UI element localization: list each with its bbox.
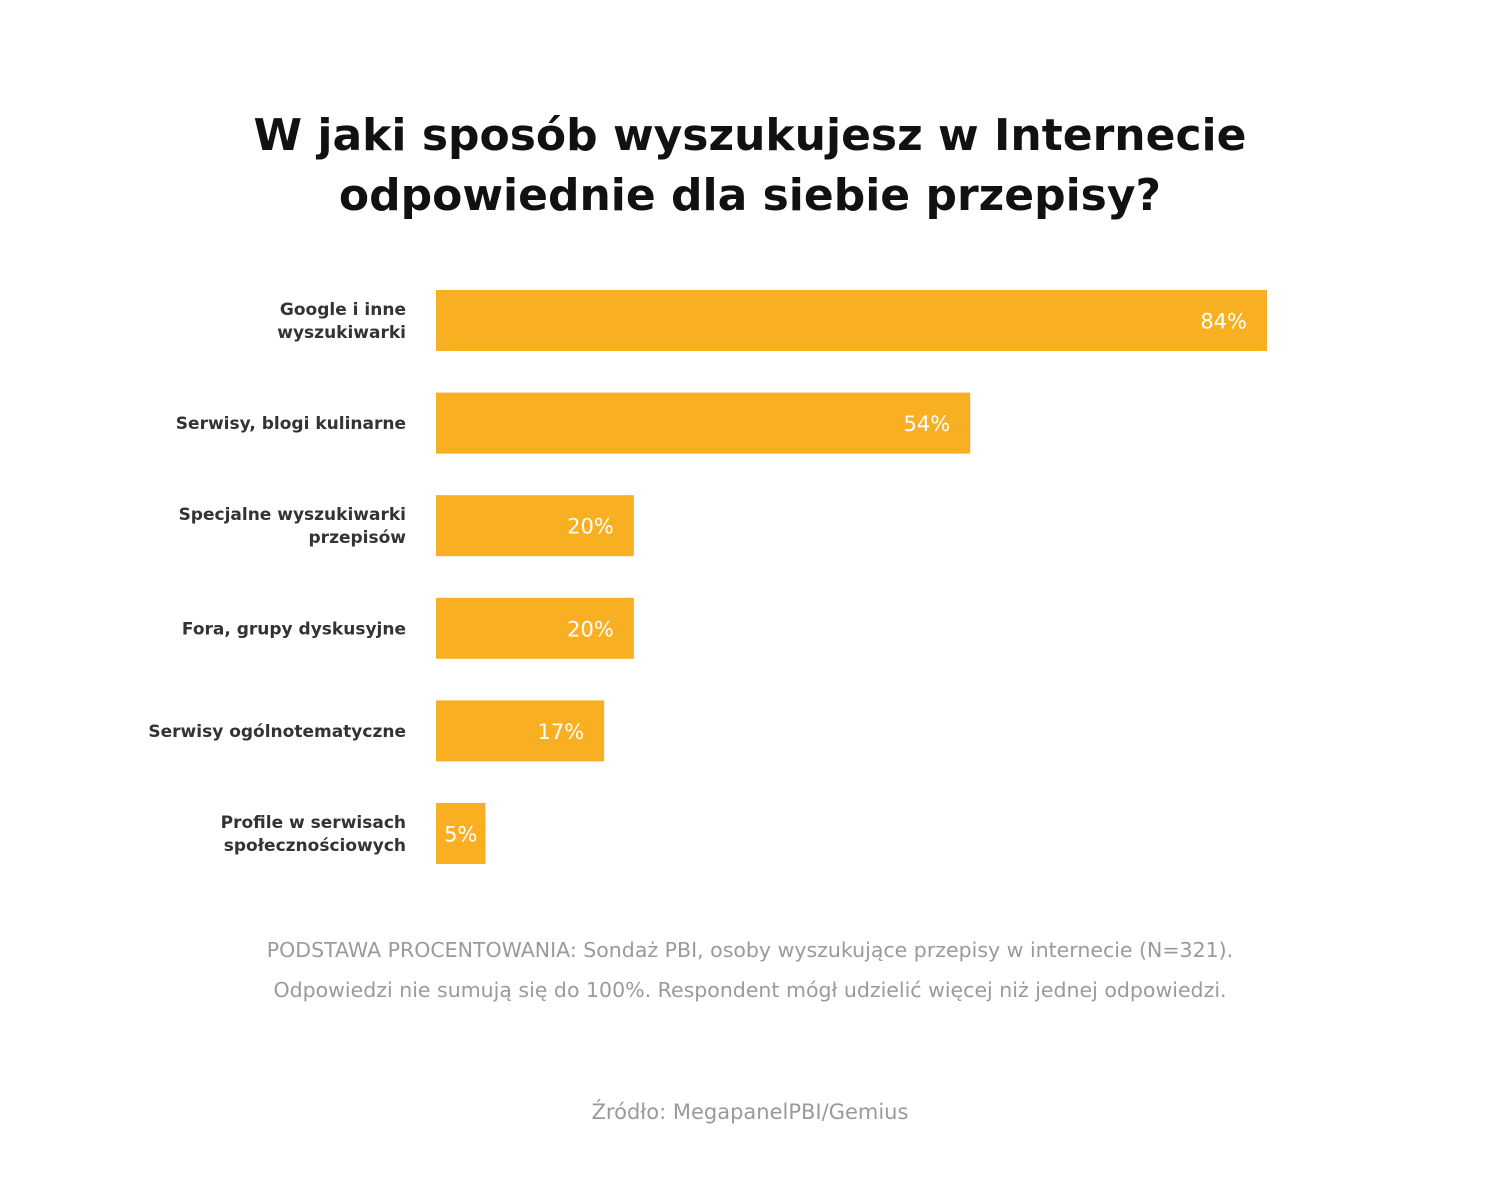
category-label-line: Google i inne <box>280 300 406 320</box>
category-label-line: wyszukiwarki <box>277 323 406 343</box>
category-label-line: Serwisy, blogi kulinarne <box>176 414 406 434</box>
bar-group: 84% Google i inne wyszukiwarki <box>277 290 1267 351</box>
category-label-line: Profile w serwisach <box>221 813 406 833</box>
category-label-line: Specjalne wyszukiwarki <box>179 505 406 525</box>
category-label: Serwisy ogólnotematyczne <box>148 722 406 742</box>
data-label: 54% <box>904 412 951 436</box>
bar-group: 20% Fora, grupy dyskusyjne <box>182 597 634 659</box>
category-label: Specjalne wyszukiwarki przepisów <box>179 505 407 548</box>
bar-chart: 84% Google i inne wyszukiwarki 54% Serwisy, … <box>148 290 1267 864</box>
disclaimer-note: Odpowiedzi nie sumują się do 100%. Respo… <box>273 978 1227 1002</box>
bar <box>436 392 971 454</box>
bar <box>436 597 634 659</box>
data-label: 84% <box>1200 310 1247 334</box>
category-label-line: Fora, grupy dyskusyjne <box>182 619 406 639</box>
category-label-line: przepisów <box>309 528 407 548</box>
category-label: Google i inne wyszukiwarki <box>277 300 406 343</box>
bar <box>436 290 1267 351</box>
bar <box>436 495 634 557</box>
bar-group: 20% Specjalne wyszukiwarki przepisów <box>179 495 634 557</box>
category-label: Serwisy, blogi kulinarne <box>176 414 406 434</box>
category-label: Fora, grupy dyskusyjne <box>182 619 406 639</box>
bar-group: 54% Serwisy, blogi kulinarne <box>176 392 971 454</box>
data-label: 17% <box>537 720 584 744</box>
base-note: PODSTAWA PROCENTOWANIA: Sondaż PBI, osob… <box>266 938 1234 962</box>
category-label-line: Serwisy ogólnotematyczne <box>148 722 406 742</box>
bar <box>436 803 486 864</box>
bar-group: 17% Serwisy ogólnotematyczne <box>148 700 605 762</box>
bar <box>436 700 605 762</box>
chart-title-line-2: odpowiednie dla siebie przepisy? <box>338 170 1162 221</box>
source-note: Źródło: MegapanelPBI/Gemius <box>591 1100 909 1124</box>
category-label-line: społecznościowych <box>224 836 406 856</box>
data-label: 20% <box>567 515 614 539</box>
data-label: 5% <box>444 823 477 847</box>
chart-title: W jaki sposób wyszukujesz w Internecie o… <box>0 106 1500 226</box>
chart-title-line-1: W jaki sposób wyszukujesz w Internecie <box>253 110 1247 161</box>
category-label: Profile w serwisach społecznościowych <box>221 813 406 856</box>
data-label: 20% <box>567 617 614 641</box>
bar-group: 5% Profile w serwisach społecznościowych <box>221 803 486 864</box>
